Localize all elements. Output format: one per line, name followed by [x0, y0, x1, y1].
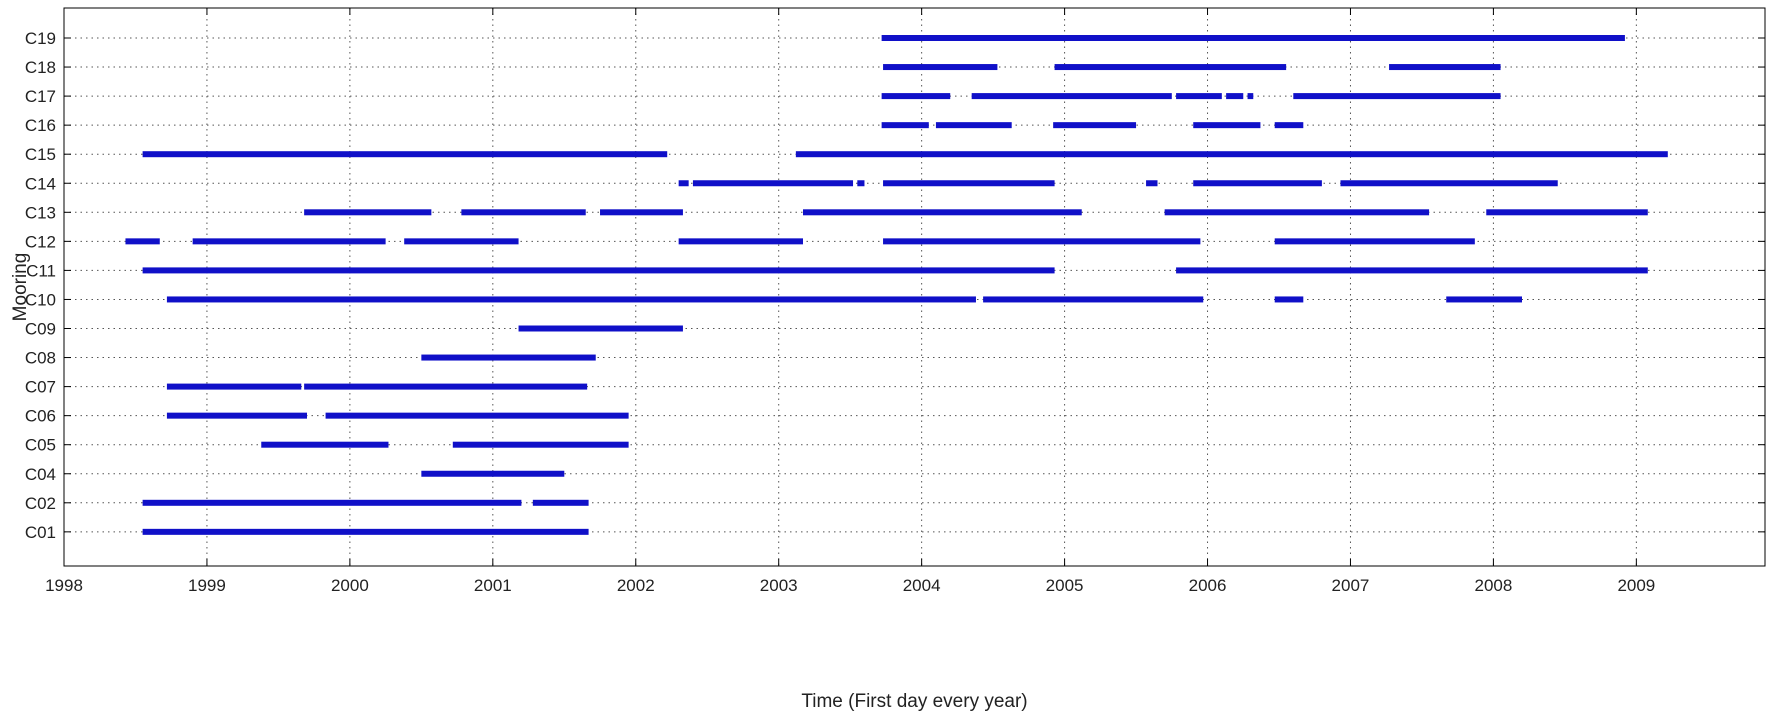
segment-c02: [142, 499, 522, 506]
segment-c12: [192, 238, 386, 245]
segment-c08: [421, 354, 596, 361]
x-tick-label: 2005: [1046, 576, 1084, 595]
y-tick-label: C07: [25, 378, 56, 397]
segment-c14: [692, 180, 854, 187]
segment-c12: [125, 238, 160, 245]
segment-c17: [1247, 93, 1254, 100]
y-tick-label: C11: [26, 261, 56, 280]
segment-c16: [881, 122, 929, 129]
segment-c18: [1389, 64, 1501, 71]
segment-c17: [1293, 93, 1501, 100]
y-tick-label: C14: [25, 174, 56, 193]
y-tick-label: C19: [25, 29, 56, 48]
segment-c10: [1274, 296, 1304, 303]
segment-c06: [166, 412, 307, 419]
x-tick-label: 2007: [1332, 576, 1370, 595]
segment-c05: [261, 441, 389, 448]
segment-c10: [1446, 296, 1522, 303]
segment-c17: [1226, 93, 1244, 100]
y-tick-label: C06: [25, 407, 56, 426]
y-tick-label: C04: [25, 465, 56, 484]
x-tick-label: 2002: [617, 576, 655, 595]
segment-c13: [1164, 209, 1430, 216]
y-tick-label: C18: [25, 58, 56, 77]
y-tick-label: C13: [25, 203, 56, 222]
segment-c06: [325, 412, 629, 419]
segment-c16: [1053, 122, 1137, 129]
y-tick-label: C01: [25, 523, 56, 542]
segment-c07: [166, 383, 302, 390]
segment-c12: [678, 238, 804, 245]
segment-c05: [452, 441, 629, 448]
x-tick-label: 2008: [1474, 576, 1512, 595]
segment-c18: [1054, 64, 1287, 71]
segment-c13: [304, 209, 432, 216]
segment-c14: [1340, 180, 1558, 187]
x-tick-label: 1998: [45, 576, 83, 595]
segment-c11: [142, 267, 1055, 274]
x-tick-label: 2004: [903, 576, 941, 595]
segment-c17: [971, 93, 1172, 100]
segment-c14: [1193, 180, 1322, 187]
segment-c02: [532, 499, 589, 506]
y-tick-label: C17: [25, 87, 56, 106]
x-tick-label: 2009: [1617, 576, 1655, 595]
x-tick-label: 2003: [760, 576, 798, 595]
segment-c19: [881, 35, 1625, 41]
x-tick-label: 1999: [188, 576, 226, 595]
deployment-segments: [125, 35, 1668, 535]
segment-c16: [1274, 122, 1304, 129]
segment-c10: [983, 296, 1204, 303]
segment-c12: [404, 238, 519, 245]
segment-c07: [304, 383, 588, 390]
segment-c12: [883, 238, 1201, 245]
segment-c14: [883, 180, 1055, 187]
segment-c16: [935, 122, 1012, 129]
segment-c16: [1193, 122, 1261, 129]
segment-c12: [1274, 238, 1475, 245]
segment-c18: [883, 64, 998, 71]
y-tick-label: C15: [25, 145, 56, 164]
segment-c17: [1176, 93, 1222, 100]
x-axis-title: Time (First day every year): [801, 691, 1027, 712]
segment-c14: [857, 180, 865, 187]
segment-c13: [1486, 209, 1648, 216]
y-axis-title: Mooring: [10, 253, 31, 322]
segment-c14: [678, 180, 689, 187]
segment-c14: [1146, 180, 1158, 187]
segment-c15: [795, 151, 1668, 158]
segment-c09: [518, 325, 683, 332]
segment-c13: [600, 209, 683, 216]
y-tick-label: C12: [25, 232, 56, 251]
grid-lines: [64, 8, 1765, 566]
y-tick-label: C02: [25, 494, 56, 513]
plot-frame: [63, 7, 1766, 567]
segment-c13: [803, 209, 1082, 216]
segment-c11: [1176, 267, 1648, 274]
segment-c15: [142, 151, 668, 158]
segment-c10: [166, 296, 976, 303]
y-tick-label: C16: [25, 116, 56, 135]
y-tick-label: C08: [25, 349, 56, 368]
y-tick-label: C10: [25, 290, 56, 309]
x-tick-label: 2000: [331, 576, 369, 595]
x-tick-label: 2001: [474, 576, 512, 595]
y-tick-label: C05: [25, 436, 56, 455]
y-tick-label: C09: [25, 320, 56, 339]
x-tick-label: 2006: [1189, 576, 1227, 595]
axis-ticks: 1998 1999 2000 2001 2002 2003 2004 2005 2006 2007…: [25, 8, 1765, 595]
segment-c13: [461, 209, 586, 216]
segment-c17: [881, 93, 951, 100]
segment-c01: [142, 528, 589, 535]
segment-c04: [421, 470, 565, 477]
